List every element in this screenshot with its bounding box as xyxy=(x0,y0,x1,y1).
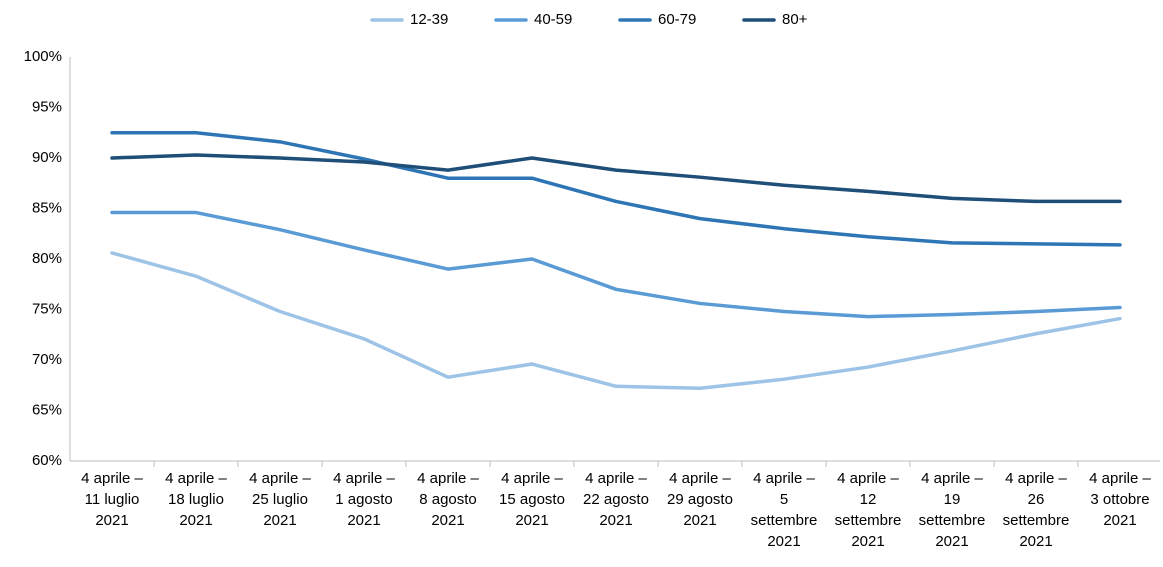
legend-label: 12-39 xyxy=(410,11,448,28)
x-tick-label-line: 2021 xyxy=(515,512,548,529)
x-tick-label: 4 aprile – 5 settembre 2021 xyxy=(751,470,818,550)
x-tick-label-line: 4 aprile – xyxy=(165,470,227,487)
x-tick-label-line: 26 xyxy=(1028,491,1045,508)
x-tick-label-line: 2021 xyxy=(263,512,296,529)
x-tick-label-line: 2021 xyxy=(599,512,632,529)
y-tick-label: 80% xyxy=(32,250,62,267)
x-tick-label-line: 4 aprile – xyxy=(585,470,647,487)
x-tick-label: 4 aprile – 1 agosto 2021 xyxy=(333,470,395,529)
x-tick-label: 4 aprile – 19 settembre 2021 xyxy=(919,470,986,550)
x-tick-label: 4 aprile – 22 agosto 2021 xyxy=(583,470,649,529)
x-tick-label-line: 2021 xyxy=(95,512,128,529)
legend-label: 40-59 xyxy=(534,11,572,28)
x-tick-label: 4 aprile – 8 agosto 2021 xyxy=(417,470,479,529)
y-tick-label: 85% xyxy=(32,199,62,216)
x-tick-label-line: 18 luglio xyxy=(168,491,224,508)
x-tick-label-line: 2021 xyxy=(431,512,464,529)
x-tick-label: 4 aprile – 25 luglio 2021 xyxy=(249,470,311,529)
x-tick-label-line: 2021 xyxy=(767,533,800,550)
x-tick-label: 4 aprile – 29 agosto 2021 xyxy=(667,470,733,529)
x-tick-label-line: settembre xyxy=(835,512,902,529)
x-tick-label: 4 aprile – 3 ottobre 2021 xyxy=(1089,470,1151,529)
y-tick-label: 65% xyxy=(32,401,62,418)
x-tick-label-line: 5 xyxy=(780,491,788,508)
x-tick-label-line: settembre xyxy=(751,512,818,529)
x-tick-label-line: 2021 xyxy=(347,512,380,529)
y-tick-label: 70% xyxy=(32,351,62,368)
series-line xyxy=(110,210,1122,319)
x-tick-label-line: 4 aprile – xyxy=(417,470,479,487)
x-tick-label-line: 4 aprile – xyxy=(81,470,143,487)
x-tick-label-line: 4 aprile – xyxy=(501,470,563,487)
x-tick-label-line: 2021 xyxy=(179,512,212,529)
legend-label: 60-79 xyxy=(658,11,696,28)
series-line xyxy=(110,131,1122,247)
y-tick-label: 75% xyxy=(32,300,62,317)
x-tick-label-line: 2021 xyxy=(935,533,968,550)
x-tick-label-line: 4 aprile – xyxy=(1089,470,1151,487)
x-tick-label-line: 4 aprile – xyxy=(669,470,731,487)
y-tick-label: 60% xyxy=(32,452,62,469)
x-tick-label-line: 4 aprile – xyxy=(837,470,899,487)
y-tick-label: 95% xyxy=(32,98,62,115)
x-tick-label: 4 aprile – 12 settembre 2021 xyxy=(835,470,902,550)
y-tick-label: 90% xyxy=(32,149,62,166)
x-tick-label: 4 aprile – 26 settembre 2021 xyxy=(1003,470,1070,550)
x-tick-label-line: 25 luglio xyxy=(252,491,308,508)
x-tick-label: 4 aprile – 15 agosto 2021 xyxy=(499,470,565,529)
x-tick-label-line: settembre xyxy=(919,512,986,529)
series-line xyxy=(110,153,1122,204)
x-tick-label: 4 aprile – 11 luglio 2021 xyxy=(81,470,143,529)
x-tick-label-line: 8 agosto xyxy=(419,491,477,508)
x-tick-label-line: 19 xyxy=(944,491,961,508)
x-tick-label-line: 4 aprile – xyxy=(249,470,311,487)
x-tick-label-line: 4 aprile – xyxy=(1005,470,1067,487)
x-tick-label-line: 3 ottobre xyxy=(1090,491,1149,508)
series-line xyxy=(110,251,1122,391)
x-tick-label-line: 2021 xyxy=(683,512,716,529)
x-tick-label-line: 2021 xyxy=(1019,533,1052,550)
x-tick-label-line: 29 agosto xyxy=(667,491,733,508)
legend-label: 80+ xyxy=(782,11,808,28)
x-tick-label-line: 22 agosto xyxy=(583,491,649,508)
x-tick-label-line: 2021 xyxy=(851,533,884,550)
x-tick-label-line: 4 aprile – xyxy=(333,470,395,487)
x-tick-label-line: 1 agosto xyxy=(335,491,393,508)
x-tick-label: 4 aprile – 18 luglio 2021 xyxy=(165,470,227,529)
y-tick-label: 100% xyxy=(24,48,62,65)
x-tick-label-line: 11 luglio xyxy=(85,491,140,508)
x-tick-label-line: 15 agosto xyxy=(499,491,565,508)
x-tick-label-line: 4 aprile – xyxy=(753,470,815,487)
x-tick-label-line: settembre xyxy=(1003,512,1070,529)
x-tick-label-line: 12 xyxy=(860,491,877,508)
x-tick-label-line: 2021 xyxy=(1103,512,1136,529)
x-tick-label-line: 4 aprile – xyxy=(921,470,983,487)
